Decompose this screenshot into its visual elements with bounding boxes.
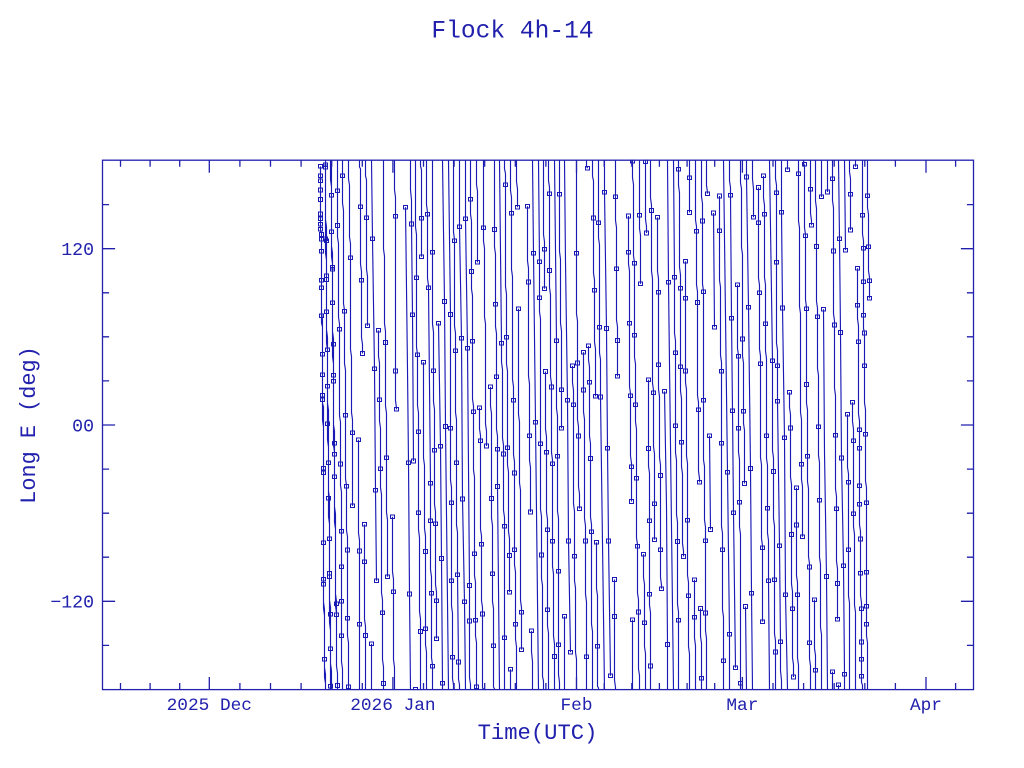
svg-text:00: 00 [72, 417, 94, 437]
svg-text:Feb: Feb [561, 696, 593, 716]
svg-text:2025 Dec: 2025 Dec [167, 696, 252, 716]
svg-text:Long E (deg): Long E (deg) [17, 346, 42, 504]
svg-text:2026 Jan: 2026 Jan [350, 696, 435, 716]
svg-text:Flock 4h-14: Flock 4h-14 [431, 19, 593, 46]
svg-text:Time(UTC): Time(UTC) [478, 721, 598, 746]
svg-text:−120: −120 [50, 594, 94, 614]
svg-text:Apr: Apr [910, 696, 942, 716]
svg-text:120: 120 [61, 241, 94, 261]
svg-text:Mar: Mar [726, 696, 758, 716]
